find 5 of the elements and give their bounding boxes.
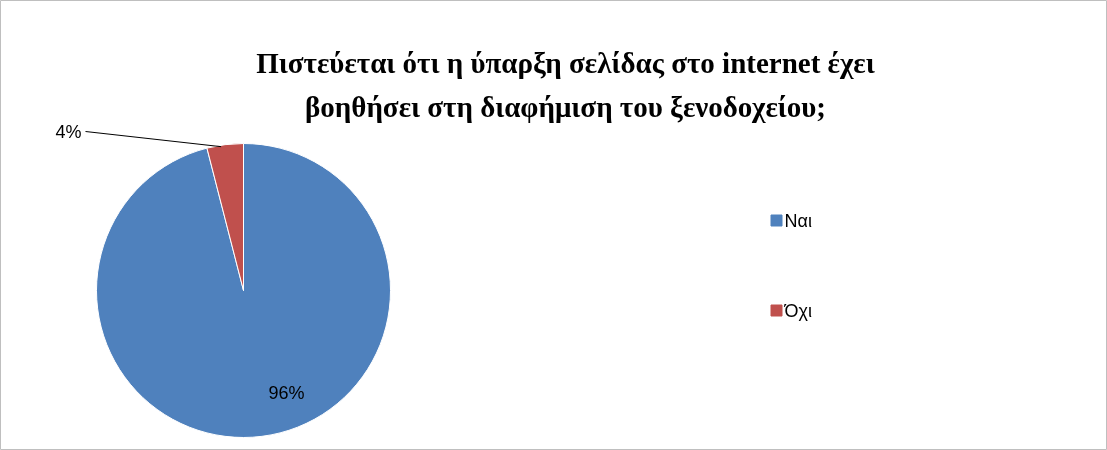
legend-label: Όχι (783, 300, 812, 321)
legend-label: Ναι (784, 210, 812, 231)
data-label: 4% (55, 121, 82, 142)
chart-title: Πιστεύεται ότι η ύπαρξη σελίδας στο internet έχει βοηθήσει στη διαφήμιση του ξενοδοχείου; (256, 46, 875, 123)
data-label: 96% (268, 382, 305, 403)
